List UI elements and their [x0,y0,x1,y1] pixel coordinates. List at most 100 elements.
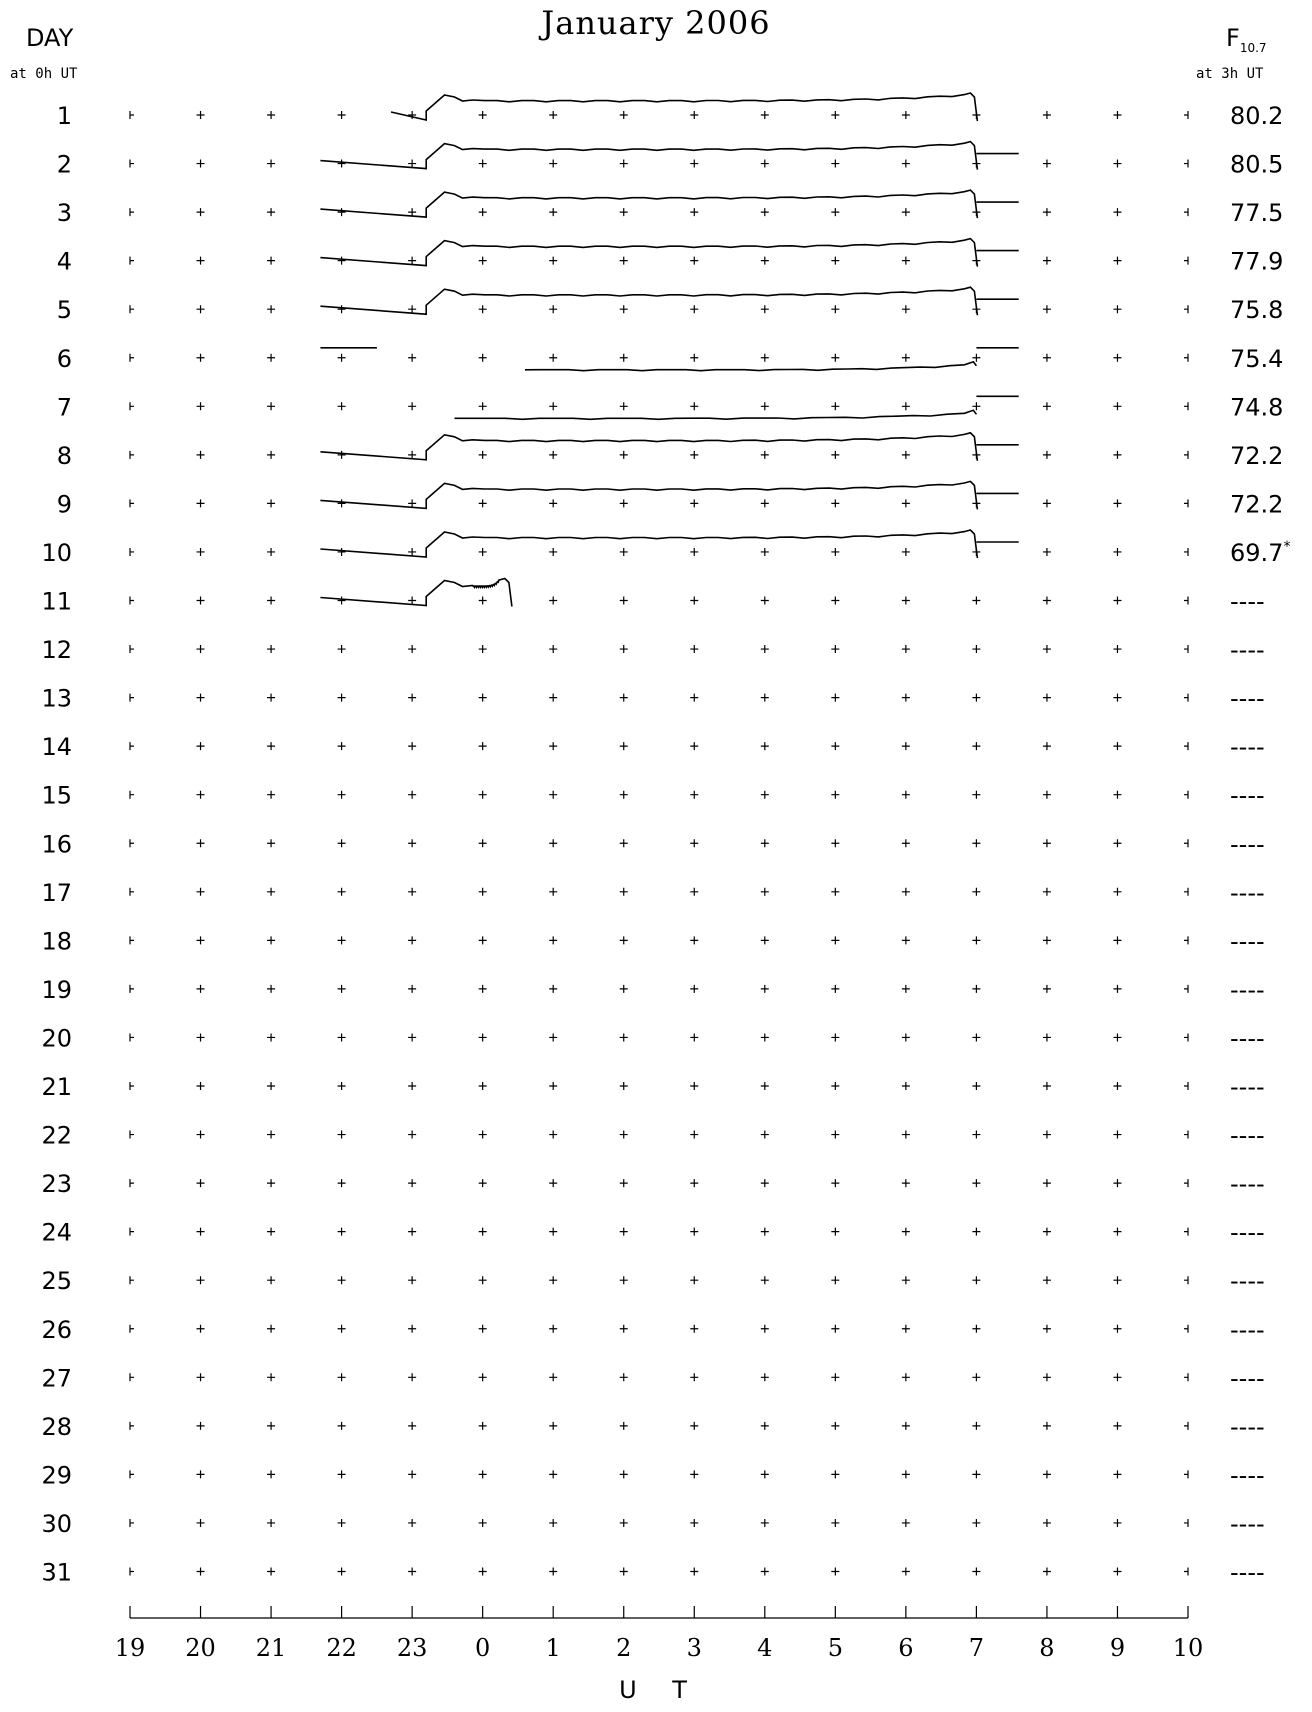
grid-plus-marker [196,984,205,993]
grid-plus-marker [1184,1179,1189,1188]
grid-plus-marker [337,208,346,217]
grid-plus-marker [760,1567,769,1576]
grid-plus-marker [129,1470,134,1479]
f107-header: F10.7 [1226,24,1267,55]
grid-plus-marker [549,693,558,702]
grid-plus-marker [549,353,558,362]
grid-plus-marker [267,645,276,654]
grid-plus-marker [690,353,699,362]
grid-plus-marker [196,1567,205,1576]
grid-plus-marker [549,256,558,265]
grid-plus-marker [267,547,276,556]
f107-value: ---- [1230,1122,1265,1150]
grid-plus-marker [478,742,487,751]
data-trace-day-6 [524,360,978,372]
grid-plus-marker [267,159,276,168]
grid-plus-marker [196,353,205,362]
grid-plus-marker [901,1421,910,1430]
grid-plus-marker [690,450,699,459]
f107-value: ---- [1230,1073,1265,1101]
grid-plus-marker [690,742,699,751]
grid-plus-marker [1184,256,1189,265]
grid-plus-marker [1113,596,1122,605]
grid-plus-marker [1184,305,1189,314]
grid-plus-marker [1184,111,1189,119]
grid-plus-marker [760,1082,769,1090]
day-label: 26 [41,1316,72,1344]
grid-plus-marker [619,984,628,993]
grid-plus-marker [619,450,628,459]
grid-plus-marker [196,839,205,848]
grid-plus-marker [478,1373,487,1382]
grid-plus-marker [972,839,981,848]
grid-plus-marker [408,596,417,605]
grid-plus-marker [129,1373,134,1382]
grid-plus-marker [690,1130,699,1139]
grid-plus-marker [267,1179,276,1188]
grid-plus-marker [337,111,346,119]
grid-plus-marker [1042,790,1051,799]
grid-plus-marker [1184,1033,1189,1042]
grid-plus-marker [196,936,205,945]
grid-plus-marker [831,790,840,799]
grid-plus-marker [478,402,487,411]
grid-plus-marker [901,1518,910,1527]
grid-plus-marker [1113,984,1122,993]
grid-plus-marker [408,450,417,459]
f107-value: 75.4 [1230,345,1283,373]
grid-plus-marker [1184,208,1189,217]
grid-plus-marker [1184,1324,1189,1333]
grid-plus-marker [1184,693,1189,702]
x-tick-label: 2 [616,1634,631,1662]
grid-plus-marker [478,208,487,217]
x-tick-label: 10 [1173,1634,1204,1662]
grid-plus-marker [831,159,840,168]
grid-plus-marker [972,402,981,411]
day-label: 19 [41,976,72,1004]
grid-plus-marker [972,936,981,945]
x-tick-label: 9 [1110,1634,1125,1662]
grid-plus-marker [1042,1373,1051,1382]
f107-value: ---- [1230,1364,1265,1392]
grid-plus-marker [1184,1276,1189,1285]
grid-plus-marker [1042,1179,1051,1188]
grid-plus-marker [549,936,558,945]
grid-plus-marker [1184,645,1189,654]
day-label: 14 [41,733,72,761]
grid-plus-marker [760,353,769,362]
grid-plus-marker [478,1033,487,1042]
grid-plus-marker [901,839,910,848]
grid-plus-marker [1113,887,1122,896]
grid-plus-marker [129,790,134,799]
x-tick-label: 19 [115,1634,146,1662]
day-label: 27 [41,1364,72,1392]
grid-plus-marker [831,353,840,362]
grid-plus-marker [619,1373,628,1382]
grid-plus-marker [831,1276,840,1285]
grid-plus-marker [196,790,205,799]
x-tick-label: 22 [326,1634,357,1662]
grid-plus-marker [549,645,558,654]
data-trace-day-8 [320,431,979,461]
grid-plus-marker [1042,256,1051,265]
grid-plus-marker [478,499,487,508]
grid-plus-marker [478,790,487,799]
day-label: 15 [41,782,72,810]
grid-plus-marker [337,1276,346,1285]
grid-plus-marker [549,839,558,848]
grid-plus-marker [972,1567,981,1576]
day-label: 22 [41,1122,72,1150]
day-label: 25 [41,1267,72,1295]
grid-plus-marker [549,1470,558,1479]
data-trace-day-11 [320,577,513,607]
grid-plus-marker [619,353,628,362]
data-trace-day-3 [320,189,979,219]
grid-plus-marker [408,1421,417,1430]
day-subheader: at 0h UT [10,66,78,82]
grid-plus-marker [1184,353,1189,362]
grid-plus-marker [690,984,699,993]
grid-plus-marker [1042,693,1051,702]
grid-plus-marker [478,1082,487,1090]
grid-plus-marker [1184,1470,1189,1479]
